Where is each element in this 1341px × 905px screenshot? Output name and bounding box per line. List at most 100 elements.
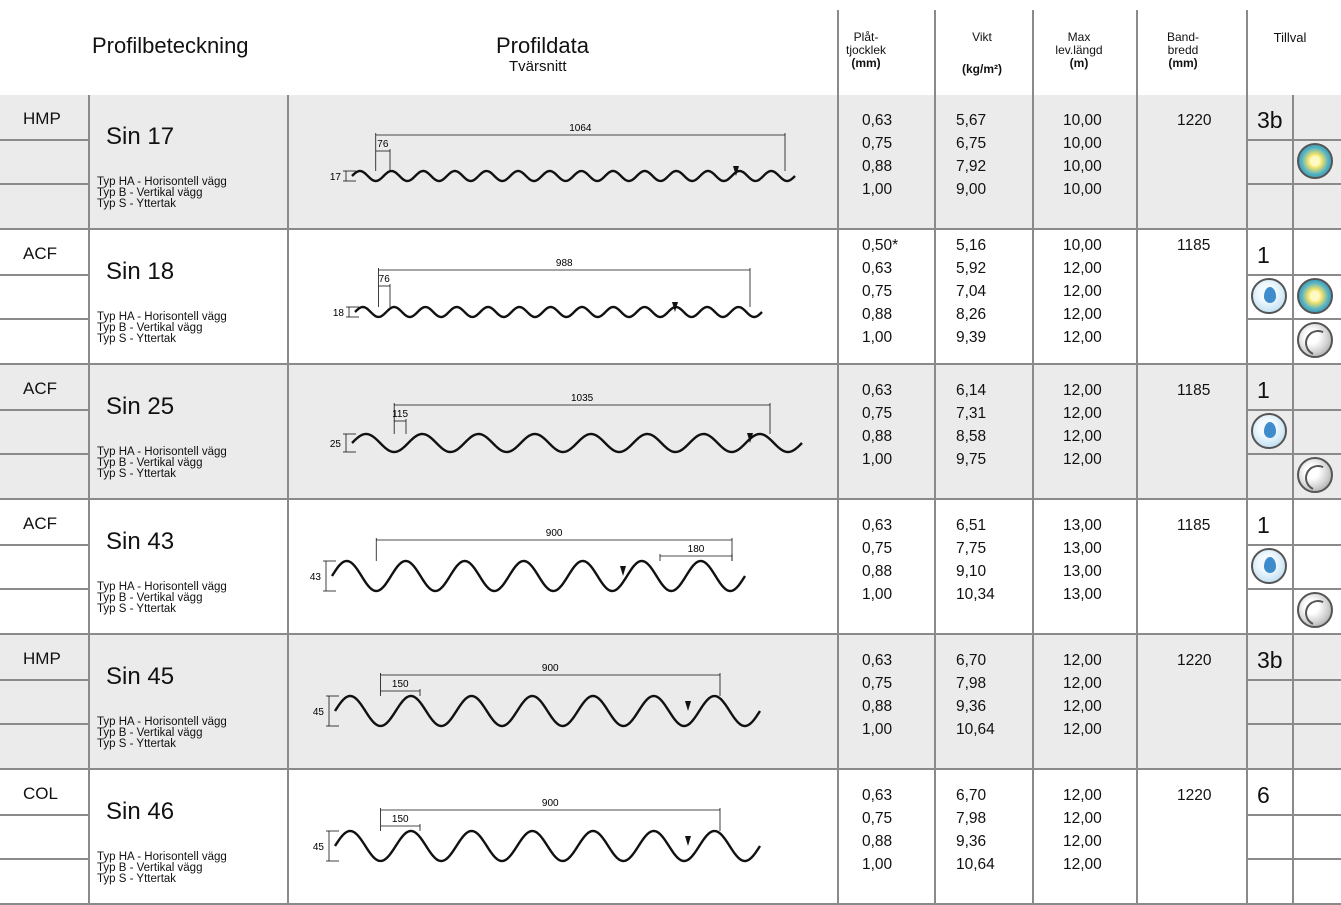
col-header-thickness-line2: tjocklek — [845, 43, 886, 57]
col-header-band-line2: bredd — [1167, 43, 1199, 57]
length-value: 12,00 — [1063, 833, 1102, 850]
thickness-value: 0,88 — [862, 698, 893, 715]
col-header-length-line2: lev.längd — [1055, 43, 1103, 57]
type-b: Typ B - Vertikal vägg — [97, 187, 203, 199]
dimension-pitch-label: 115 — [392, 409, 408, 420]
type-ha: Typ HA - Horisontell vägg — [97, 311, 227, 323]
dimension-pitch-label: 76 — [379, 274, 391, 285]
code-cell — [0, 230, 88, 363]
tillval-value: 1 — [1257, 377, 1270, 403]
dimension-height-label: 45 — [313, 842, 325, 853]
thickness-value: 0,75 — [862, 135, 893, 152]
type-b: Typ B - Vertikal vägg — [97, 592, 203, 604]
profile-cross-section: 900 180 43 — [310, 528, 747, 593]
marker-triangle — [747, 433, 753, 443]
weight-value: 5,16 — [956, 237, 987, 254]
profile-code: COL — [23, 784, 58, 803]
weight-value: 7,92 — [956, 158, 987, 175]
length-value: 12,00 — [1063, 283, 1102, 300]
length-value: 12,00 — [1063, 329, 1102, 346]
weight-value: 10,34 — [956, 586, 995, 603]
band-value: 1220 — [1177, 652, 1212, 669]
band-value: 1185 — [1177, 237, 1211, 254]
table-header: Profilbeteckning Profildata Tvärsnitt Pl… — [0, 0, 1341, 95]
weight-value: 8,58 — [956, 428, 987, 445]
tillval-value: 6 — [1257, 782, 1270, 808]
profile-code: ACF — [23, 379, 57, 398]
col-header-weight-unit: (kg/m²) — [962, 62, 1002, 76]
weight-value: 8,26 — [956, 306, 987, 323]
profile-cross-section: 1035 115 25 — [330, 393, 803, 454]
tillval-cell — [1248, 635, 1341, 768]
length-value: 12,00 — [1063, 382, 1102, 399]
dimension-pitch-label: 180 — [688, 544, 705, 555]
length-value: 12,00 — [1063, 306, 1102, 323]
divider — [0, 228, 1341, 230]
length-value: 10,00 — [1063, 135, 1102, 152]
type-b: Typ B - Vertikal vägg — [97, 727, 203, 739]
length-value: 12,00 — [1063, 810, 1102, 827]
divider — [1248, 274, 1341, 276]
weight-value: 9,39 — [956, 329, 987, 346]
weight-value: 9,10 — [956, 563, 987, 580]
weight-value: 9,36 — [956, 698, 987, 715]
profile-wave — [351, 432, 803, 454]
col-header-profildata: Profildata — [496, 33, 589, 58]
thickness-value: 0,63 — [862, 112, 893, 129]
sun-icon — [1297, 278, 1333, 314]
length-value: 10,00 — [1063, 112, 1102, 129]
thickness-value: 0,88 — [862, 428, 893, 445]
weight-value: 5,67 — [956, 112, 987, 129]
divider — [88, 365, 90, 498]
tillval-value: 1 — [1257, 512, 1270, 538]
length-value: 12,00 — [1063, 698, 1102, 715]
length-value: 10,00 — [1063, 181, 1102, 198]
type-ha: Typ HA - Horisontell vägg — [97, 851, 227, 863]
ring-icon — [1297, 322, 1335, 360]
dimension-height-label: 25 — [330, 439, 342, 450]
sun-icon — [1297, 143, 1333, 179]
type-b: Typ B - Vertikal vägg — [97, 457, 203, 469]
thickness-value: 0,50* — [862, 237, 899, 254]
length-value: 13,00 — [1063, 517, 1102, 534]
dimension-total-label: 900 — [546, 528, 563, 539]
divider — [0, 588, 88, 590]
profile-code: ACF — [23, 514, 57, 533]
thickness-value: 1,00 — [862, 451, 893, 468]
length-value: 10,00 — [1063, 158, 1102, 175]
weight-value: 7,98 — [956, 675, 987, 692]
divider — [1248, 858, 1341, 860]
thickness-value: 0,63 — [862, 652, 893, 669]
marker-triangle — [733, 166, 739, 176]
weight-value: 5,92 — [956, 260, 987, 277]
drop-icon — [1251, 413, 1287, 449]
thickness-value: 0,88 — [862, 306, 893, 323]
length-value: 12,00 — [1063, 260, 1102, 277]
band-value: 1185 — [1177, 517, 1211, 534]
profile-code: HMP — [23, 109, 61, 128]
code-cell — [0, 770, 88, 903]
col-header-thickness: Plåt- tjocklek (mm) — [838, 31, 894, 70]
col-header-thickness-line1: Plåt- — [853, 30, 879, 44]
col-header-band: Band- bredd (mm) — [1148, 31, 1218, 70]
thickness-value: 0,75 — [862, 405, 893, 422]
divider — [0, 453, 88, 455]
dimension-height-label: 45 — [313, 707, 325, 718]
code-cell — [0, 95, 88, 228]
marker-triangle — [672, 302, 678, 312]
type-b: Typ B - Vertikal vägg — [97, 322, 203, 334]
dimension-total-label: 1064 — [569, 123, 592, 134]
table-row: ACF Sin 43 Typ HA - Horisontell vägg Typ B … — [0, 500, 1341, 635]
length-value: 12,00 — [1063, 451, 1102, 468]
col-header-length-unit: (m) — [1069, 56, 1089, 70]
divider — [0, 183, 88, 185]
length-value: 12,00 — [1063, 787, 1102, 804]
length-value: 12,00 — [1063, 652, 1102, 669]
col-header-profilbeteckning: Profilbeteckning — [92, 33, 249, 58]
divider — [287, 635, 289, 768]
table-row: HMP Sin 45 Typ HA - Horisontell vägg Typ B … — [0, 635, 1341, 770]
profile-cross-section: 988 76 18 — [333, 258, 763, 319]
type-s: Typ S - Yttertak — [97, 333, 177, 345]
divider — [0, 409, 88, 411]
type-ha: Typ HA - Horisontell vägg — [97, 581, 227, 593]
